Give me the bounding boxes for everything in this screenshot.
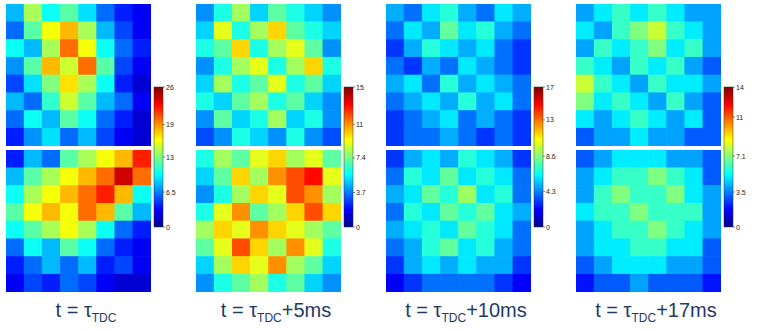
svg-text:7.1: 7.1 [736,153,746,160]
svg-text:8.6: 8.6 [546,153,556,160]
svg-text:6.5: 6.5 [166,189,176,196]
svg-text:17: 17 [546,84,554,91]
svg-text:4.3: 4.3 [546,188,556,195]
svg-text:13: 13 [546,116,554,123]
svg-text:0: 0 [736,224,740,231]
svg-text:3.7: 3.7 [356,189,366,196]
svg-text:7.4: 7.4 [356,154,366,161]
svg-text:3.5: 3.5 [736,189,746,196]
svg-text:19: 19 [166,121,174,128]
svg-text:14: 14 [736,84,744,91]
svg-text:15: 15 [356,84,364,91]
svg-text:0: 0 [356,224,360,231]
svg-text:0: 0 [166,224,170,231]
svg-text:11: 11 [356,121,363,128]
html-text:t = τTDC+10ms: t = τTDC+10ms [405,299,527,325]
html-text:t = τTDC: t = τTDC [55,299,117,325]
html-text:t = τTDC+17ms: t = τTDC+17ms [595,299,717,325]
svg-text:13: 13 [166,154,174,161]
svg-text:26: 26 [166,84,174,91]
svg-text:11: 11 [736,114,743,121]
svg-text:0: 0 [546,224,550,231]
html-text:t = τTDC+5ms: t = τTDC+5ms [220,299,332,325]
